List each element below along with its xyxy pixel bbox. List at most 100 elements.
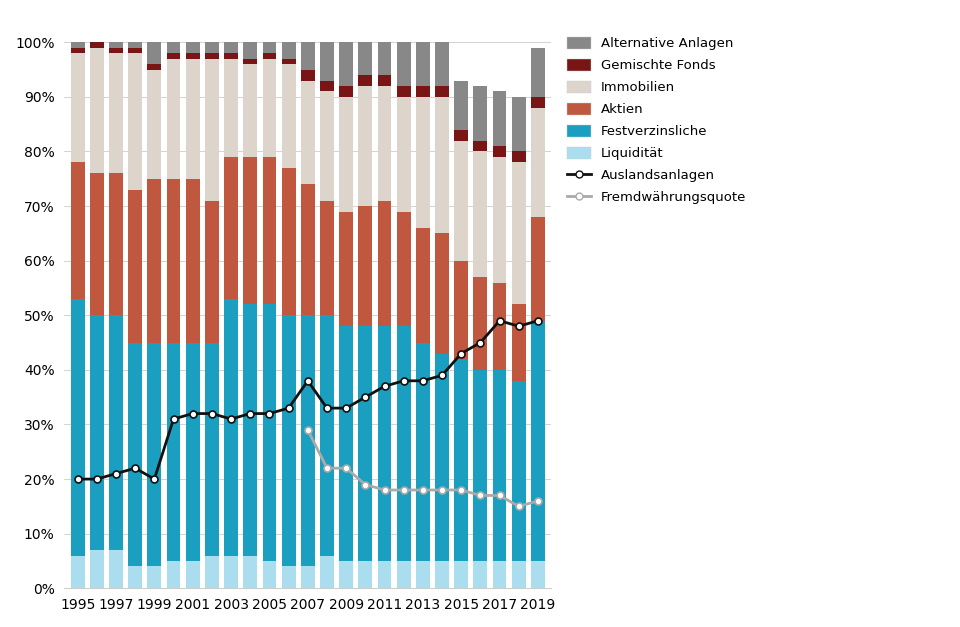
Bar: [167, 342, 180, 561]
Bar: [262, 304, 276, 561]
Bar: [90, 550, 104, 588]
Bar: [109, 173, 123, 315]
Bar: [473, 561, 488, 588]
Bar: [300, 566, 315, 588]
Bar: [320, 80, 334, 92]
Bar: [416, 97, 430, 228]
Bar: [396, 211, 411, 326]
Bar: [167, 42, 180, 53]
Bar: [377, 201, 392, 326]
Bar: [492, 561, 507, 588]
Bar: [339, 86, 353, 97]
Bar: [454, 80, 468, 130]
Bar: [512, 97, 526, 152]
Bar: [454, 261, 468, 359]
Bar: [129, 53, 142, 190]
Bar: [454, 359, 468, 561]
Bar: [435, 233, 449, 354]
Bar: [358, 561, 372, 588]
Bar: [225, 53, 238, 59]
Bar: [473, 140, 488, 152]
Bar: [339, 42, 353, 86]
Bar: [473, 370, 488, 561]
Bar: [281, 42, 296, 59]
Bar: [225, 42, 238, 53]
Bar: [492, 92, 507, 146]
Bar: [205, 556, 219, 588]
Bar: [167, 53, 180, 59]
Bar: [492, 146, 507, 157]
Bar: [531, 108, 545, 217]
Bar: [300, 42, 315, 70]
Bar: [148, 42, 161, 64]
Bar: [531, 321, 545, 561]
Bar: [435, 86, 449, 97]
Bar: [243, 42, 257, 59]
Bar: [71, 48, 84, 53]
Bar: [71, 42, 84, 48]
Bar: [148, 179, 161, 342]
Bar: [225, 59, 238, 157]
Bar: [262, 561, 276, 588]
Bar: [243, 556, 257, 588]
Legend: Alternative Anlagen, Gemischte Fonds, Immobilien, Aktien, Festverzinsliche, Liqu: Alternative Anlagen, Gemischte Fonds, Im…: [563, 33, 751, 208]
Bar: [416, 561, 430, 588]
Bar: [243, 64, 257, 157]
Bar: [243, 304, 257, 556]
Bar: [512, 381, 526, 561]
Bar: [358, 86, 372, 206]
Bar: [186, 179, 200, 342]
Bar: [225, 157, 238, 299]
Bar: [358, 206, 372, 326]
Bar: [167, 179, 180, 342]
Bar: [281, 566, 296, 588]
Bar: [186, 561, 200, 588]
Bar: [454, 130, 468, 140]
Bar: [377, 86, 392, 201]
Bar: [90, 315, 104, 550]
Bar: [339, 97, 353, 211]
Bar: [492, 157, 507, 283]
Bar: [262, 42, 276, 53]
Bar: [90, 42, 104, 48]
Bar: [320, 556, 334, 588]
Bar: [531, 561, 545, 588]
Bar: [225, 299, 238, 556]
Bar: [377, 326, 392, 561]
Bar: [129, 48, 142, 53]
Bar: [396, 86, 411, 97]
Bar: [396, 97, 411, 211]
Bar: [186, 42, 200, 53]
Bar: [396, 42, 411, 86]
Bar: [281, 168, 296, 315]
Bar: [435, 97, 449, 233]
Bar: [492, 370, 507, 561]
Bar: [148, 64, 161, 70]
Bar: [473, 152, 488, 277]
Bar: [512, 162, 526, 304]
Bar: [109, 550, 123, 588]
Bar: [473, 277, 488, 370]
Bar: [71, 53, 84, 162]
Bar: [320, 42, 334, 80]
Bar: [109, 53, 123, 173]
Bar: [205, 201, 219, 342]
Bar: [186, 342, 200, 561]
Bar: [262, 53, 276, 59]
Bar: [205, 53, 219, 59]
Bar: [320, 315, 334, 556]
Bar: [109, 48, 123, 53]
Bar: [358, 42, 372, 75]
Bar: [205, 59, 219, 201]
Bar: [205, 42, 219, 53]
Bar: [396, 561, 411, 588]
Bar: [71, 299, 84, 556]
Bar: [243, 157, 257, 304]
Bar: [243, 59, 257, 64]
Bar: [300, 80, 315, 184]
Bar: [416, 86, 430, 97]
Bar: [377, 42, 392, 75]
Bar: [339, 561, 353, 588]
Bar: [300, 70, 315, 80]
Bar: [281, 59, 296, 64]
